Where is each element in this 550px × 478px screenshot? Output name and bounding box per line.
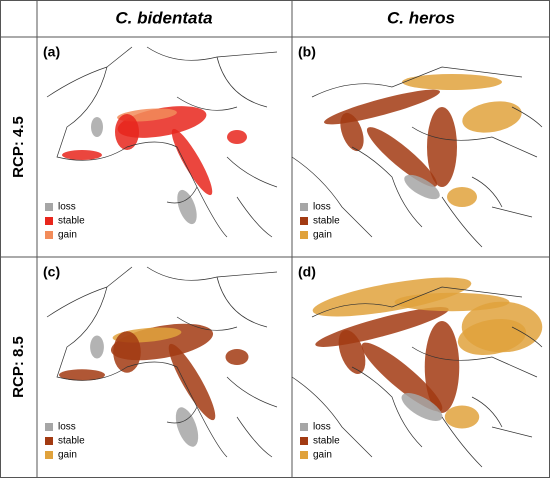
legend-swatch bbox=[300, 203, 308, 211]
coastline bbox=[46, 46, 228, 238]
legend-label: gain bbox=[58, 450, 77, 461]
legend-label: gain bbox=[313, 230, 332, 241]
legend-swatch bbox=[300, 437, 308, 445]
map-panel: (a) loss stable gain bbox=[43, 44, 278, 241]
map-panel: (c) loss stable gain bbox=[43, 264, 278, 461]
range-area bbox=[62, 150, 102, 160]
legend-label: stable bbox=[313, 216, 340, 227]
panel-tag: (b) bbox=[298, 44, 316, 60]
column-header: C. heros bbox=[387, 8, 455, 27]
range-area bbox=[424, 321, 460, 413]
range-area bbox=[312, 277, 472, 317]
panel-tag: (c) bbox=[43, 264, 60, 280]
coastline bbox=[146, 46, 278, 238]
legend-label: stable bbox=[313, 436, 340, 447]
legend-label: stable bbox=[58, 436, 85, 447]
legend-swatch bbox=[45, 423, 53, 431]
range-area bbox=[401, 393, 443, 421]
legend-label: loss bbox=[313, 202, 331, 213]
legend-label: stable bbox=[58, 216, 85, 227]
legend-swatch bbox=[300, 217, 308, 225]
legend-label: gain bbox=[58, 230, 77, 241]
range-area bbox=[338, 330, 366, 374]
range-area bbox=[91, 117, 103, 137]
legend-label: loss bbox=[313, 422, 331, 433]
legend-swatch bbox=[45, 217, 53, 225]
coastline bbox=[351, 106, 543, 228]
map-panel: (d) loss stable gain bbox=[291, 264, 543, 468]
range-area bbox=[115, 114, 139, 150]
range-area bbox=[90, 335, 104, 359]
range-area bbox=[366, 127, 438, 187]
range-area bbox=[340, 112, 364, 152]
legend-label: loss bbox=[58, 422, 76, 433]
panel-tag: (d) bbox=[298, 264, 316, 280]
range-area bbox=[175, 407, 199, 447]
coastline bbox=[146, 266, 278, 458]
range-area bbox=[225, 348, 249, 366]
range-area bbox=[427, 107, 457, 187]
legend-swatch bbox=[45, 231, 53, 239]
row-label: RCP: 4.5 bbox=[10, 116, 27, 178]
legend-swatch bbox=[300, 231, 308, 239]
legend-label: gain bbox=[313, 450, 332, 461]
range-area bbox=[227, 130, 247, 144]
range-area bbox=[444, 405, 480, 429]
range-area bbox=[361, 342, 443, 412]
row-label: RCP: 8.5 bbox=[10, 336, 27, 398]
panel-tag: (a) bbox=[43, 44, 60, 60]
coastline bbox=[291, 66, 538, 248]
legend-swatch bbox=[300, 423, 308, 431]
legend-swatch bbox=[45, 203, 53, 211]
range-area bbox=[402, 74, 502, 90]
legend-label: loss bbox=[58, 202, 76, 213]
range-area bbox=[113, 331, 141, 373]
legend-swatch bbox=[45, 437, 53, 445]
map-panel: (b) loss stable gain bbox=[291, 44, 543, 248]
range-area bbox=[171, 128, 213, 196]
coastline bbox=[351, 326, 543, 448]
range-area bbox=[461, 301, 543, 353]
range-area bbox=[462, 101, 522, 133]
legend-swatch bbox=[45, 451, 53, 459]
coastline bbox=[291, 286, 538, 468]
range-area bbox=[177, 189, 197, 225]
legend-swatch bbox=[300, 451, 308, 459]
range-area bbox=[59, 369, 105, 381]
range-area bbox=[447, 187, 477, 207]
range-area bbox=[168, 343, 216, 421]
coastline bbox=[46, 266, 228, 458]
column-header: C. bidentata bbox=[115, 8, 212, 27]
range-area bbox=[404, 174, 440, 200]
